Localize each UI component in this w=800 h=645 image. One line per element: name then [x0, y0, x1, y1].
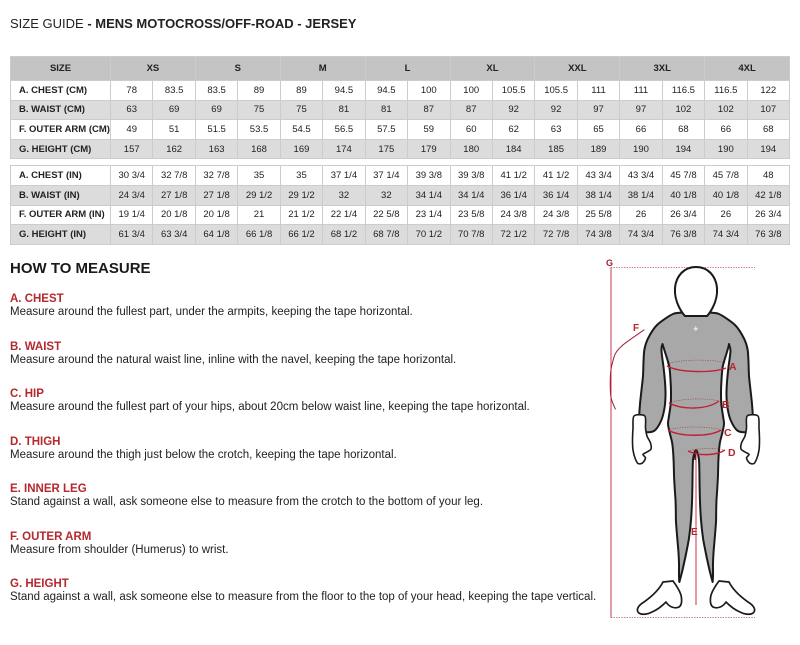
- svg-text:A: A: [729, 361, 737, 373]
- svg-text:E: E: [691, 527, 698, 538]
- svg-text:D: D: [728, 447, 736, 459]
- svg-text:B: B: [722, 399, 730, 411]
- svg-text:✦: ✦: [692, 324, 701, 335]
- svg-text:C: C: [724, 427, 732, 439]
- svg-text:F: F: [633, 323, 639, 334]
- svg-text:G: G: [606, 258, 613, 268]
